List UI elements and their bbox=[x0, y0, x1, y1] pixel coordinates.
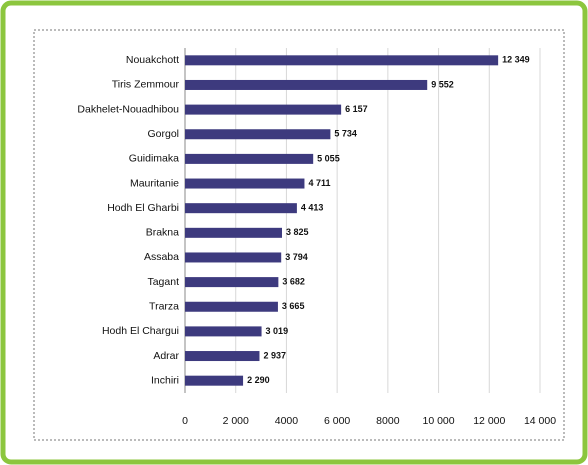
value-label: 3 665 bbox=[282, 301, 305, 311]
value-label: 12 349 bbox=[502, 55, 530, 65]
x-tick-label: 6 000 bbox=[324, 415, 350, 427]
value-label: 5 055 bbox=[317, 153, 340, 163]
y-tick-label: Dakhelet-Nouadhibou bbox=[77, 103, 179, 115]
bar bbox=[185, 178, 305, 189]
bar bbox=[185, 326, 262, 337]
y-tick-label: Hodh El Gharbi bbox=[107, 202, 179, 214]
value-label: 2 290 bbox=[247, 375, 270, 385]
x-tick-label: 4000 bbox=[275, 415, 299, 427]
x-tick-label: 2 000 bbox=[223, 415, 249, 427]
value-label: 3 019 bbox=[266, 326, 289, 336]
bar bbox=[185, 252, 282, 263]
value-label: 2 937 bbox=[263, 350, 286, 360]
value-label: 3 825 bbox=[286, 227, 309, 237]
value-label: 3 682 bbox=[282, 276, 305, 286]
x-tick-label: 14 000 bbox=[524, 415, 556, 427]
bar bbox=[185, 129, 331, 140]
bar bbox=[185, 203, 297, 214]
value-label: 4 711 bbox=[308, 178, 330, 188]
bar bbox=[185, 104, 342, 115]
x-tick-label: 10 000 bbox=[423, 415, 455, 427]
value-label: 9 552 bbox=[431, 79, 454, 89]
value-label: 4 413 bbox=[301, 203, 324, 213]
x-tick-label: 0 bbox=[182, 415, 188, 427]
bar bbox=[185, 301, 278, 312]
y-tick-label: Trarza bbox=[149, 301, 179, 313]
y-tick-label: Guidimaka bbox=[129, 153, 179, 165]
y-tick-label: Mauritanie bbox=[130, 177, 179, 189]
value-label: 3 794 bbox=[285, 252, 308, 262]
y-tick-label: Adrar bbox=[153, 350, 179, 362]
plot-frame bbox=[33, 29, 565, 441]
bar bbox=[185, 375, 244, 386]
bar bbox=[185, 277, 279, 288]
y-tick-label: Tiris Zemmour bbox=[112, 79, 180, 91]
value-label: 5 734 bbox=[334, 129, 357, 139]
x-tick-label: 8000 bbox=[376, 415, 400, 427]
bar bbox=[185, 351, 260, 362]
y-tick-label: Gorgol bbox=[147, 128, 179, 140]
y-tick-label: Brakna bbox=[146, 227, 179, 239]
bar bbox=[185, 227, 282, 238]
y-tick-label: Hodh El Chargui bbox=[102, 325, 179, 337]
bar bbox=[185, 153, 314, 164]
x-tick-label: 12 000 bbox=[473, 415, 505, 427]
bar bbox=[185, 79, 428, 90]
value-label: 6 157 bbox=[345, 104, 368, 114]
y-tick-label: Nouakchott bbox=[126, 54, 179, 66]
y-tick-label: Assaba bbox=[144, 251, 179, 263]
bar bbox=[185, 55, 499, 66]
y-tick-label: Inchiri bbox=[151, 374, 179, 386]
y-tick-label: Tagant bbox=[147, 276, 179, 288]
